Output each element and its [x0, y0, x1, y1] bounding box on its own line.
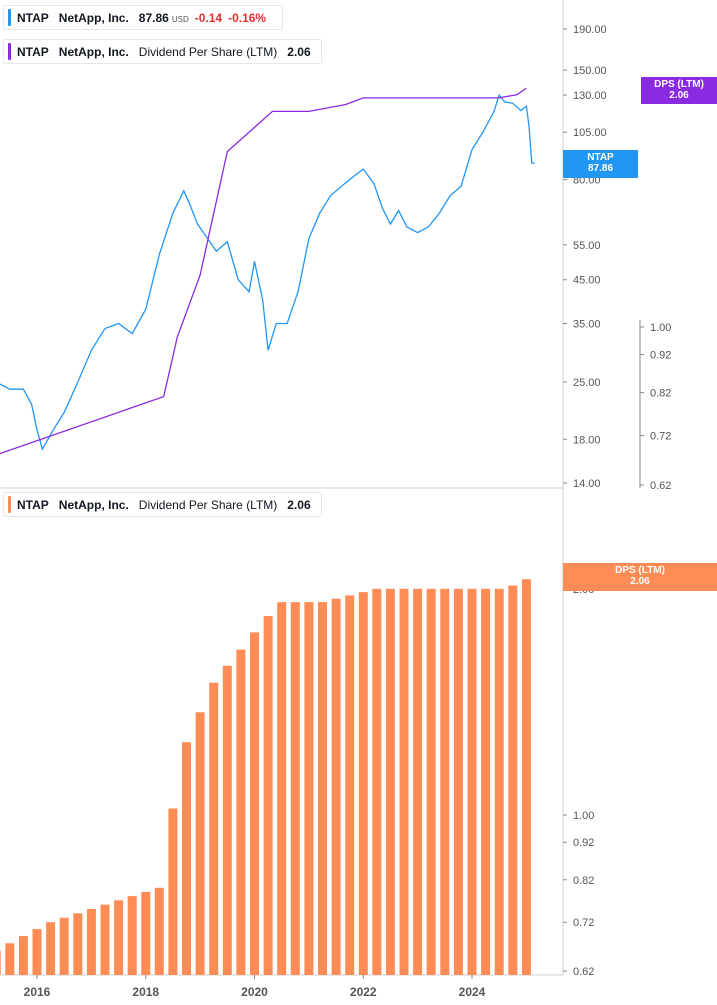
dps-bar	[345, 595, 355, 975]
dps-top-tag-label: DPS (LTM)	[654, 79, 704, 90]
dps-bar	[453, 588, 463, 975]
dps-bar	[32, 929, 42, 975]
dps-bar	[263, 616, 273, 975]
dps-bar	[277, 602, 287, 975]
legend-dps-overlay: NTAP NetApp, Inc. Dividend Per Share (LT…	[3, 39, 322, 64]
legend-symbol: NTAP	[17, 497, 49, 512]
dps-bar	[182, 742, 191, 975]
dps-bar-axis-label: 0.82	[573, 875, 594, 887]
dps-bar	[521, 579, 531, 975]
dps-axis-label: 0.82	[650, 388, 671, 400]
dps-bar	[318, 602, 327, 975]
price-axis-label: 150.00	[573, 65, 607, 77]
legend-symbol: NTAP	[17, 10, 49, 25]
dps-axis-label: 0.62	[650, 480, 671, 492]
dps-bottom-tag-label: DPS (LTM)	[615, 565, 665, 576]
dps-bar	[358, 592, 368, 975]
dps-bar-axis-label: 0.72	[573, 917, 594, 929]
dps-axis-label: 0.72	[650, 431, 671, 443]
legend-currency: USD	[171, 14, 189, 24]
price-axis-label: 18.00	[573, 434, 601, 446]
ntap-price-line	[0, 93, 535, 451]
legend-indicator-value: 2.06	[287, 497, 311, 512]
price-series-color-swatch	[8, 9, 11, 26]
dps-bar	[290, 602, 300, 975]
dps-bottom-tag: DPS (LTM) 2.06	[563, 563, 717, 591]
dps-bar	[114, 900, 124, 975]
legend-indicator-name: Dividend Per Share (LTM)	[138, 497, 278, 512]
price-axis-label: 45.00	[573, 275, 601, 287]
dps-bar	[59, 917, 69, 975]
dps-overlay-line	[0, 87, 527, 455]
dps-bar	[86, 908, 96, 975]
price-axis-label: 14.00	[573, 478, 601, 490]
dps-bar	[304, 602, 314, 975]
price-axis-label: 55.00	[573, 240, 601, 252]
dps-bar	[331, 598, 341, 975]
dps-bar	[0, 950, 1, 975]
dps-bar	[222, 665, 232, 975]
legend-company-name: NetApp, Inc.	[58, 44, 129, 59]
dps-bar	[141, 891, 151, 975]
dps-axis-label: 0.92	[650, 350, 671, 362]
dps-bar	[494, 588, 504, 975]
dps-bar	[127, 896, 137, 975]
ntap-tag-symbol: NTAP	[587, 152, 614, 163]
legend-change-percent: -0.16%	[228, 10, 267, 25]
dps-bar	[467, 588, 477, 975]
dps-axis-label: 1.00	[650, 322, 671, 334]
price-axis-label: 130.00	[573, 90, 607, 102]
dps-bar	[100, 904, 110, 975]
dps-bar	[168, 808, 178, 975]
dps-bar	[236, 649, 246, 975]
ntap-last-price-tag: NTAP 87.86	[563, 150, 638, 178]
time-axis-label: 2016	[24, 985, 51, 999]
time-axis-label: 2022	[350, 985, 377, 999]
legend-dps-bars: NTAP NetApp, Inc. Dividend Per Share (LT…	[3, 492, 322, 517]
dps-bar	[195, 712, 205, 975]
dps-bottom-tag-value: 2.06	[630, 576, 650, 587]
time-axis-label: 2024	[459, 985, 486, 999]
legend-price: NTAP NetApp, Inc. 87.86 USD -0.14 -0.16%	[3, 5, 284, 30]
dps-bar	[481, 588, 491, 975]
dps-bar	[508, 585, 518, 975]
dps-bar	[372, 588, 382, 975]
time-axis-label: 2020	[241, 985, 268, 999]
dps-top-tag: DPS (LTM) 2.06	[641, 77, 717, 104]
dps-bar-axis-label: 0.62	[573, 966, 594, 978]
legend-company-name: NetApp, Inc.	[58, 497, 129, 512]
legend-indicator-name: Dividend Per Share (LTM)	[138, 44, 278, 59]
time-axis-label: 2018	[132, 985, 159, 999]
dps-bar-color-swatch	[8, 496, 11, 513]
legend-indicator-value: 2.06	[287, 44, 311, 59]
price-axis-label: 190.00	[573, 24, 607, 36]
dps-bar	[413, 588, 423, 975]
dps-bar	[46, 922, 56, 975]
dps-bar	[250, 632, 259, 975]
dps-top-tag-value: 2.06	[669, 90, 689, 101]
price-axis-label: 105.00	[573, 127, 607, 139]
dps-bar	[209, 682, 219, 975]
legend-price-value: 87.86	[138, 10, 169, 25]
dps-bar	[5, 943, 15, 975]
dps-bar	[399, 588, 409, 975]
dps-bar	[426, 588, 436, 975]
dps-bar	[440, 588, 450, 975]
legend-change: -0.14	[194, 10, 223, 25]
legend-company-name: NetApp, Inc.	[58, 10, 129, 25]
legend-symbol: NTAP	[17, 44, 49, 59]
dps-bar	[73, 913, 83, 975]
dps-bar	[385, 588, 395, 975]
price-axis-label: 35.00	[573, 318, 601, 330]
dps-bar	[154, 887, 164, 975]
ntap-tag-price: 87.86	[587, 163, 614, 174]
dps-line-color-swatch	[8, 43, 11, 60]
dps-bar-axis-label: 1.00	[573, 810, 594, 822]
dps-bar-axis-label: 0.92	[573, 837, 594, 849]
price-axis-label: 25.00	[573, 377, 601, 389]
dps-bar	[18, 936, 28, 975]
